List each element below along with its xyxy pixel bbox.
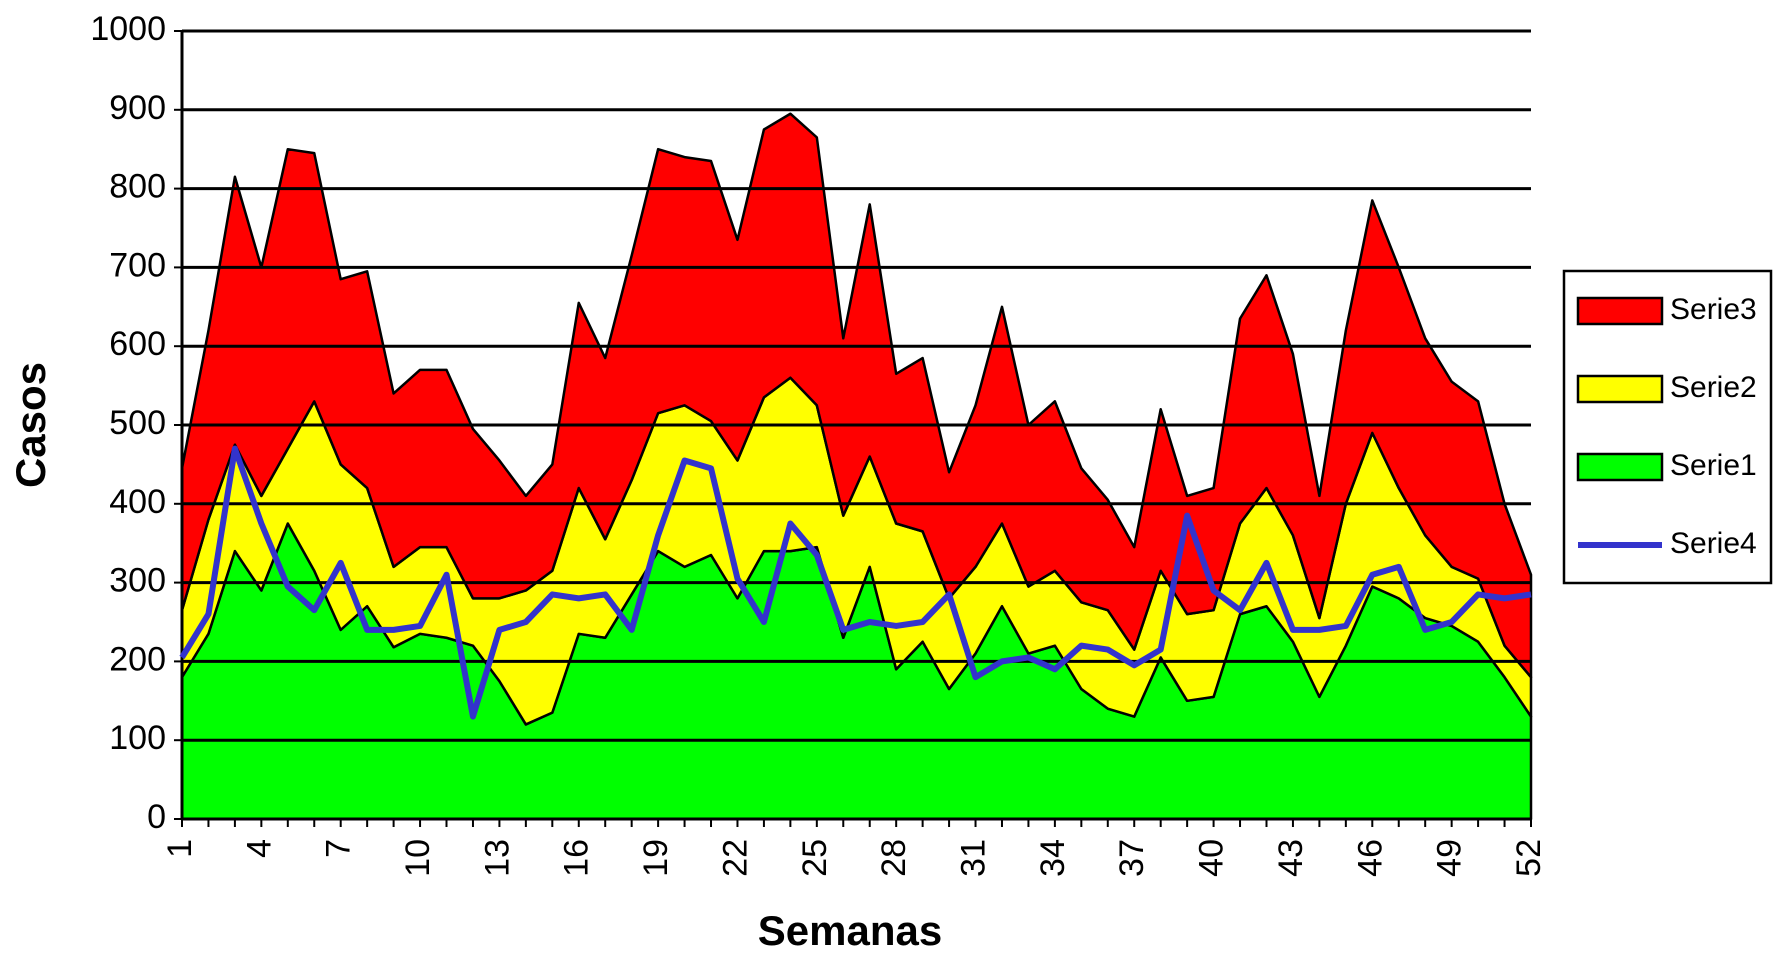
y-tick-label: 1000 xyxy=(90,10,166,48)
x-tick-label: 43 xyxy=(1272,839,1310,877)
x-tick-label: 1 xyxy=(161,839,199,858)
x-tick-label: 4 xyxy=(240,839,278,858)
legend-label: Serie1 xyxy=(1670,449,1757,482)
legend-swatch xyxy=(1576,452,1664,482)
x-tick-label: 46 xyxy=(1351,839,1389,877)
y-tick-label: 700 xyxy=(109,246,166,284)
legend-swatch xyxy=(1576,374,1664,404)
y-tick-label: 800 xyxy=(109,168,166,206)
x-tick-label: 52 xyxy=(1510,839,1548,877)
legend-label: Serie3 xyxy=(1670,293,1757,326)
x-tick-label: 22 xyxy=(716,839,754,877)
y-tick-label: 100 xyxy=(109,719,166,757)
y-tick-label: 400 xyxy=(109,483,166,521)
x-tick-label: 19 xyxy=(637,839,675,877)
y-tick-label: 200 xyxy=(109,640,166,678)
line xyxy=(179,445,1532,720)
x-tick-label: 49 xyxy=(1431,839,1469,877)
x-tick-label: 25 xyxy=(796,839,834,877)
y-tick-label: 900 xyxy=(109,89,166,127)
x-tick-label: 31 xyxy=(955,839,993,877)
legend-swatch xyxy=(1576,296,1664,326)
legend: Serie3 Serie2 Serie1 Serie4 xyxy=(1562,269,1773,585)
y-tick-label: 500 xyxy=(109,404,166,442)
x-tick-label: 40 xyxy=(1193,839,1231,877)
x-tick-label: 13 xyxy=(478,839,516,877)
x-tick-label: 7 xyxy=(320,839,358,858)
x-tick-label: 10 xyxy=(399,839,437,877)
x-tick-label: 34 xyxy=(1034,839,1072,877)
y-tick-label: 0 xyxy=(147,798,166,836)
x-tick-label: 28 xyxy=(875,839,913,877)
y-tick-label: 300 xyxy=(109,562,166,600)
legend-label: Serie4 xyxy=(1670,527,1757,560)
legend-label: Serie2 xyxy=(1670,371,1757,404)
x-tick-label: 37 xyxy=(1113,839,1151,877)
y-axis-label: Casos xyxy=(7,362,54,488)
x-tick-label: 16 xyxy=(558,839,596,877)
y-tick-label: 600 xyxy=(109,325,166,363)
x-axis-label: Semanas xyxy=(758,907,942,954)
